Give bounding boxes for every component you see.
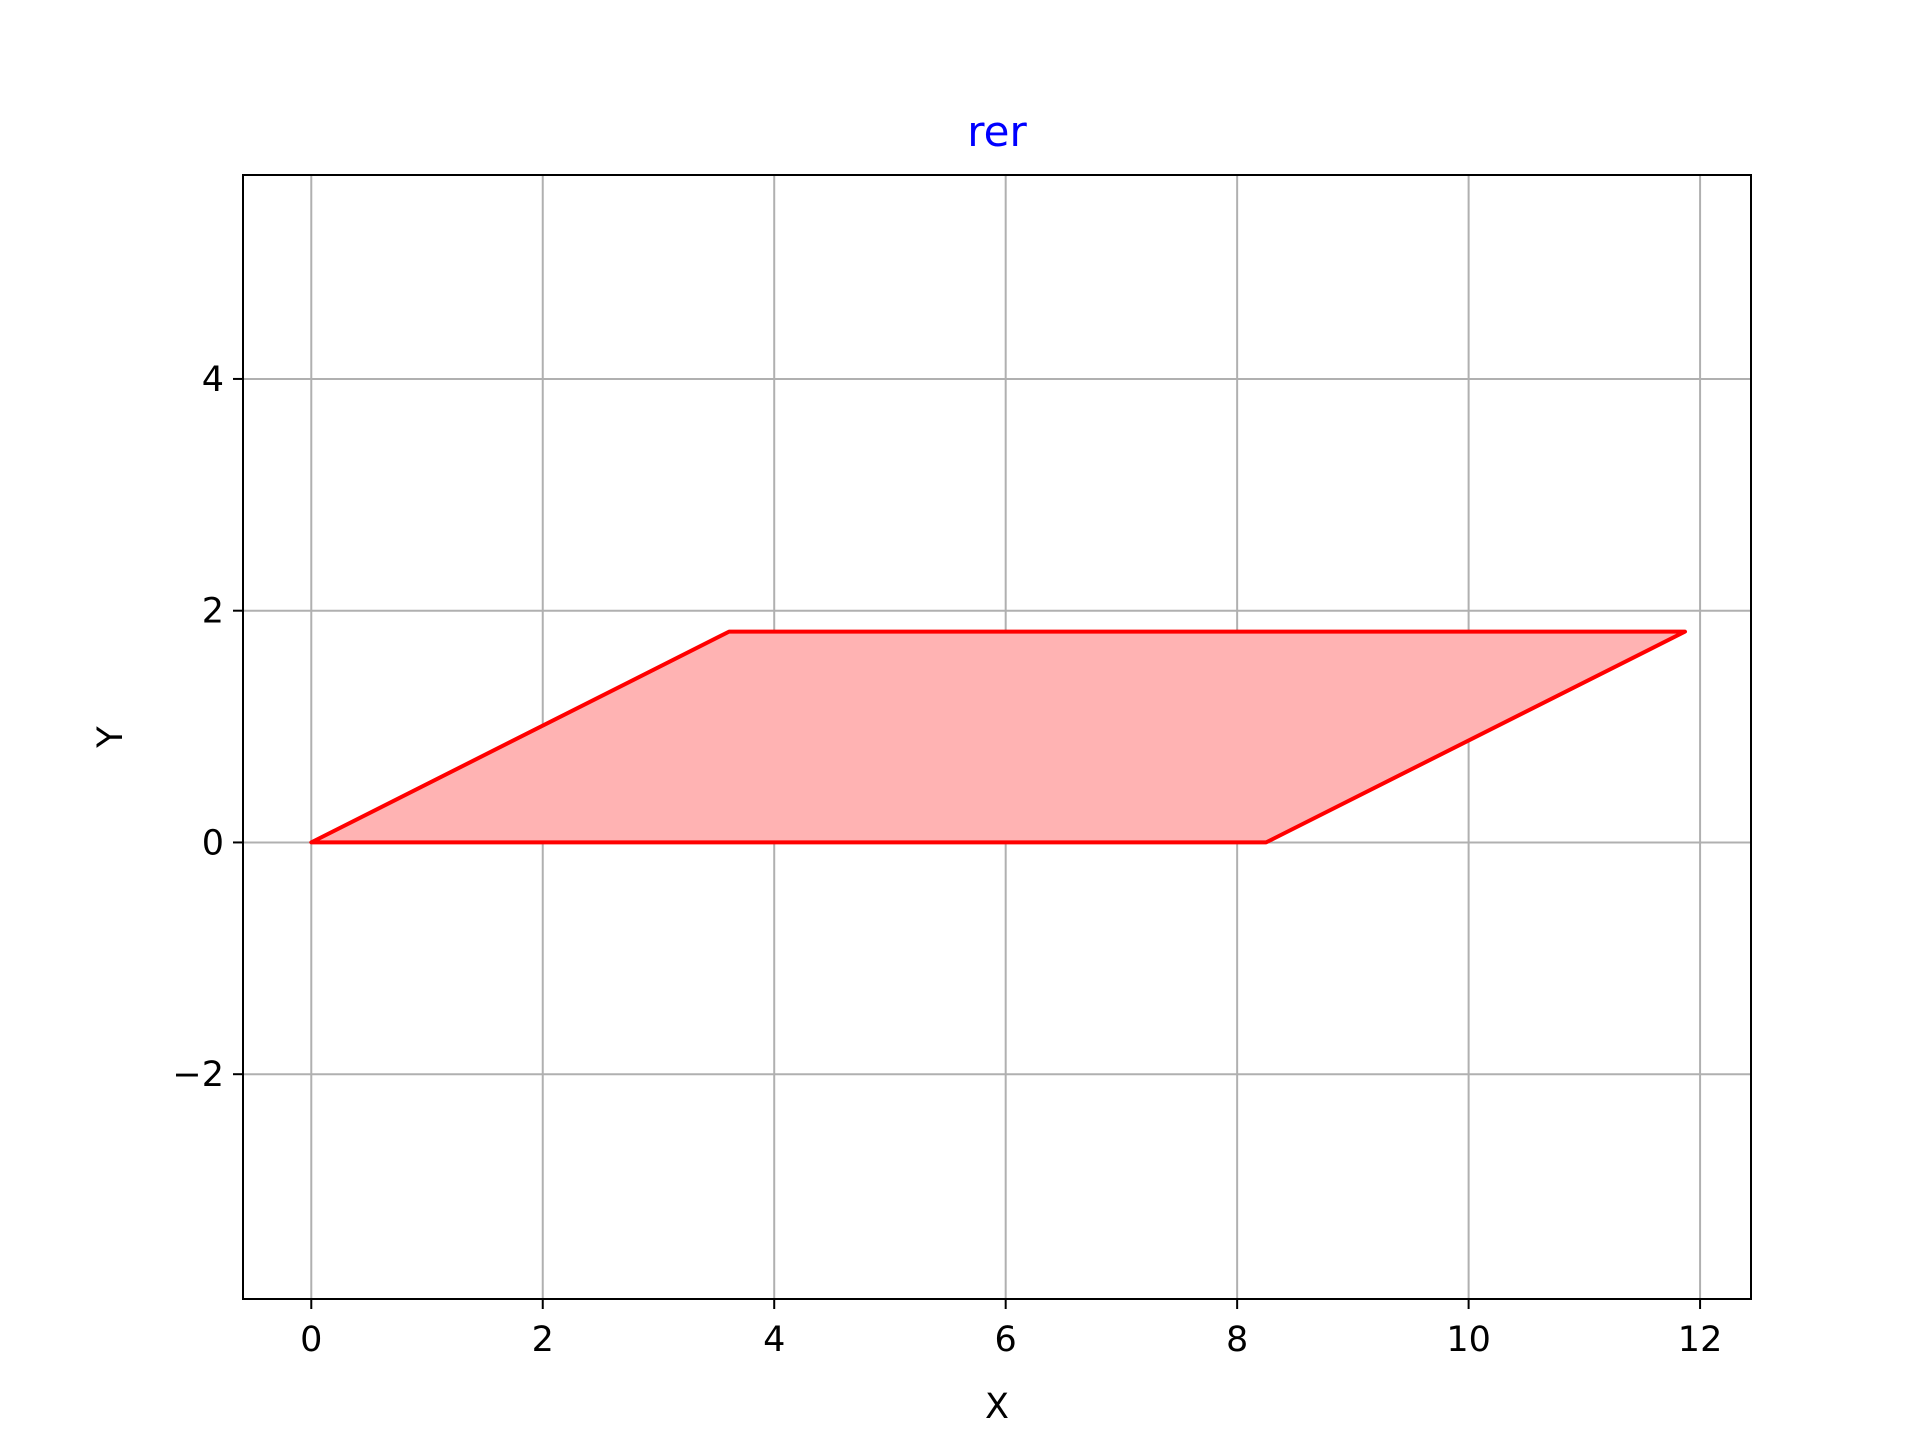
parallelogram-fill	[311, 631, 1685, 843]
x-tick-label: 2	[532, 1320, 554, 1360]
chart-title: rer	[967, 107, 1027, 156]
x-axis-label: X	[985, 1387, 1009, 1427]
y-tick-label: 0	[202, 823, 224, 863]
y-tick-label: 2	[202, 592, 224, 632]
x-tick-label: 12	[1678, 1320, 1723, 1360]
y-axis-label: Y	[91, 726, 131, 749]
ticks: 0 2 4 6 8 10 12 −2 0 2 4	[172, 360, 1722, 1360]
plot-frame	[242, 174, 1752, 1300]
y-tick-label: 4	[202, 360, 224, 400]
y-tick-label: −2	[172, 1055, 224, 1095]
x-tick-label: 10	[1446, 1320, 1491, 1360]
x-tick-label: 8	[1226, 1320, 1248, 1360]
plot-series	[309, 629, 1687, 845]
x-tick-label: 4	[763, 1320, 785, 1360]
parallelogram-outline	[309, 629, 1687, 845]
x-tick-label: 6	[995, 1320, 1017, 1360]
x-tick-label: 0	[300, 1320, 322, 1360]
